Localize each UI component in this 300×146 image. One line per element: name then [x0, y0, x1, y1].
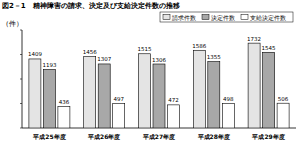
legend-label: 請求件数	[172, 15, 196, 21]
title: 図2－1 精神障害の請求、決定及び支給決定件数の推移	[2, 1, 180, 10]
data-label: 1456	[83, 49, 97, 55]
x-tick-label: 平成27年度	[142, 133, 175, 140]
bar	[153, 64, 165, 128]
bar	[248, 43, 260, 128]
legend-swatch	[241, 15, 248, 20]
data-label: 1307	[97, 56, 111, 62]
bar	[208, 62, 220, 128]
y-tick	[20, 79, 22, 80]
y-tick	[20, 103, 22, 104]
bar	[84, 57, 96, 128]
bar	[43, 70, 55, 128]
data-label: 497	[113, 96, 124, 102]
data-label: 498	[223, 96, 234, 102]
data-label: 1306	[152, 57, 166, 63]
data-label: 1193	[42, 62, 56, 68]
y-tick	[20, 128, 22, 129]
legend-swatch	[163, 15, 170, 20]
labels: 14091193 436 14561307 497 15151306 472 1586135…	[28, 36, 289, 106]
x-tick-label: 平成25年度	[32, 133, 65, 140]
bars	[29, 43, 289, 128]
data-label: 1355	[207, 54, 221, 60]
data-label: 436	[59, 99, 70, 105]
x-tick-label: 平成29年度	[251, 133, 284, 140]
bar	[222, 104, 234, 128]
legend: 請求件数 決定件数 支給決定件数	[160, 12, 293, 22]
legend-label: 決定件数	[211, 14, 235, 21]
data-label: 1545	[262, 45, 276, 51]
data-label: 1732	[247, 36, 261, 42]
bar	[277, 103, 289, 128]
y-tick	[20, 30, 22, 31]
x-tick-label: 平成26年度	[87, 133, 120, 140]
data-label: 1515	[138, 46, 152, 52]
y-label: （件）	[2, 20, 23, 28]
bar	[139, 54, 151, 128]
data-label: 472	[168, 97, 179, 103]
legend-swatch	[202, 15, 209, 20]
x-tick-label: 平成28年度	[197, 133, 230, 140]
bar	[263, 52, 275, 128]
y-tick	[20, 54, 22, 55]
bar	[29, 59, 41, 128]
bar	[113, 104, 125, 128]
bar	[168, 105, 180, 128]
chart: 図2－1 精神障害の請求、決定及び支給決定件数の推移 （件） 14091193 436…	[0, 0, 300, 146]
legend-label: 支給決定件数	[250, 14, 286, 21]
bar	[58, 107, 70, 128]
data-label: 1409	[28, 51, 42, 57]
data-label: 1586	[192, 43, 206, 49]
data-label: 506	[278, 96, 289, 102]
bar	[193, 50, 205, 128]
bar	[98, 64, 110, 128]
legend-box	[160, 12, 293, 22]
